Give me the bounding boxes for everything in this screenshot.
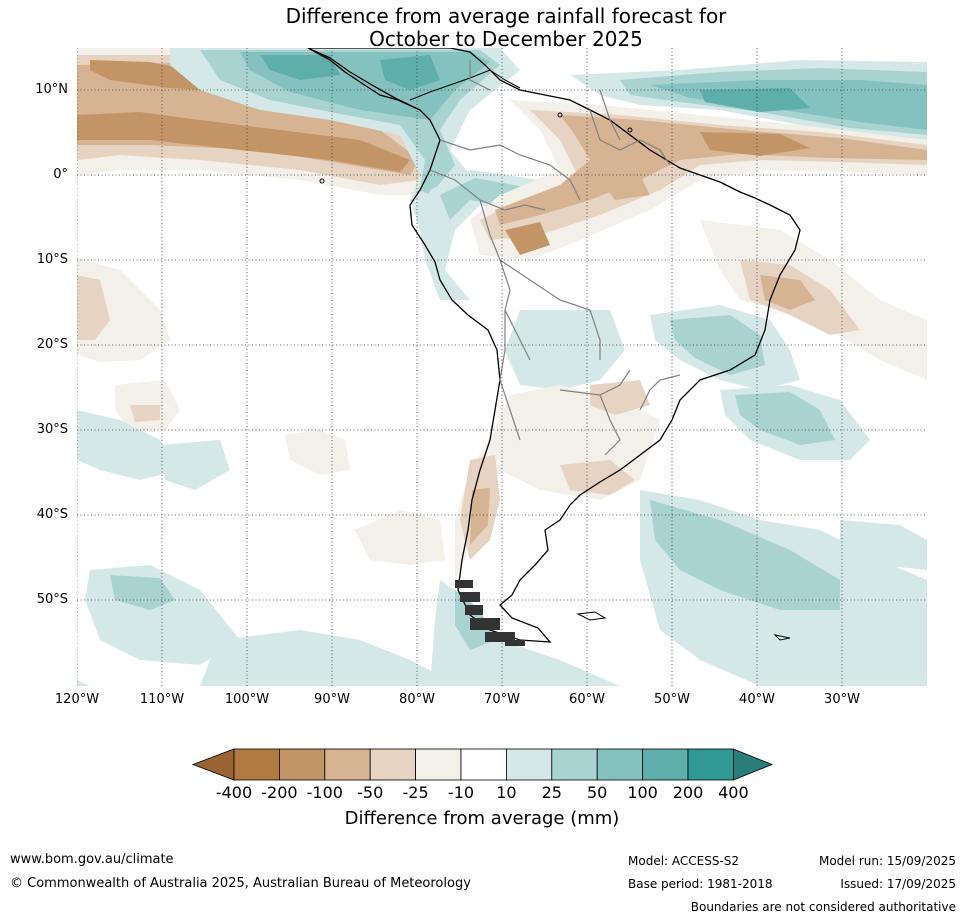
- lat-label-40s: 40°S: [36, 507, 68, 522]
- wet-anomaly-atlantic: [570, 60, 927, 145]
- colorbar-segment: [596, 748, 644, 781]
- colorbar-segment: [324, 748, 371, 781]
- colorbar-extend-high: [733, 748, 774, 781]
- colorbar-segment: [687, 748, 734, 781]
- title-line-1: Difference from average rainfall forecas…: [285, 4, 727, 28]
- dry-anomaly-pacific: [77, 258, 445, 565]
- colorbar-segment: [551, 748, 598, 781]
- lat-label-30s: 30°S: [36, 422, 68, 437]
- colorbar-segment: [278, 748, 326, 781]
- colorbar-tick-label: 100: [627, 783, 658, 802]
- dry-anomaly-equatorial: [470, 100, 927, 260]
- colorbar-tick-label: 25: [541, 783, 562, 802]
- title-line-2: October to December 2025: [369, 27, 643, 51]
- lon-label-30w: 30°W: [824, 692, 860, 707]
- wet-anomaly-north: [170, 48, 560, 300]
- colorbar-segment: [505, 748, 553, 781]
- lon-label-50w: 50°W: [654, 692, 690, 707]
- lat-label-10n: 10°N: [35, 82, 68, 97]
- colorbar-tick-label: 400: [718, 783, 749, 802]
- patagonia-fjords: [455, 580, 525, 646]
- colorbar-tick-label: -100: [306, 783, 343, 802]
- footer-url[interactable]: www.bom.gov.au/climate: [10, 852, 174, 867]
- lon-label-60w: 60°W: [569, 692, 605, 707]
- colorbar-title: Difference from average (mm): [344, 808, 620, 829]
- footer-issued: Issued: 17/09/2025: [840, 877, 956, 891]
- colorbar-extend-low: [191, 748, 235, 781]
- gridlines: [77, 48, 927, 686]
- colorbar-tick-label: 200: [672, 783, 704, 802]
- lon-label-80w: 80°W: [399, 692, 435, 707]
- colorbar-segment: [369, 748, 417, 781]
- lat-label-20s: 20°S: [36, 337, 68, 352]
- colorbar-segment: [415, 748, 462, 781]
- central-america-coastline: [307, 48, 421, 111]
- wet-anomaly-south: [77, 410, 927, 686]
- footer-disclaimer: Boundaries are not considered authoritat…: [690, 900, 956, 914]
- colorbar-tick-label: -10: [447, 783, 475, 802]
- lon-label-40w: 40°W: [739, 692, 775, 707]
- lon-label-110w: 110°W: [139, 692, 185, 707]
- footer-model-run: Model run: 15/09/2025: [818, 854, 956, 868]
- colorbar-segments: [191, 748, 774, 781]
- footer-copyright: © Commonwealth of Australia 2025, Austra…: [10, 876, 471, 891]
- lon-label-70w: 70°W: [484, 692, 520, 707]
- chart-title: Difference from average rainfall forecas…: [0, 5, 965, 51]
- colorbar-segment: [233, 748, 280, 781]
- colorbar-segment: [642, 748, 689, 781]
- islands: [319, 112, 791, 641]
- colorbar-segment: [460, 748, 507, 781]
- wet-anomaly-central-brazil: [505, 305, 870, 460]
- colorbar-tick-label: -400: [215, 783, 253, 802]
- footer-base-period: Base period: 1981-2018: [628, 877, 773, 891]
- dry-anomaly-north: [77, 48, 430, 195]
- map-field: [77, 48, 927, 686]
- lon-label-120w: 120°W: [54, 692, 100, 707]
- lon-label-90w: 90°W: [314, 692, 350, 707]
- country-borders: [429, 60, 681, 456]
- lat-label-50s: 50°S: [36, 592, 68, 607]
- lat-label-0: 0°: [53, 167, 68, 182]
- lat-label-10s: 10°S: [36, 252, 68, 267]
- colorbar-tick-label: -25: [402, 783, 429, 802]
- footer-model: Model: ACCESS-S2: [628, 854, 740, 868]
- colorbar-tick-label: -50: [357, 783, 384, 802]
- lon-label-100w: 100°W: [224, 692, 270, 707]
- colorbar-tick-label: 50: [587, 783, 608, 802]
- south-america-coastline: [307, 48, 801, 643]
- colorbar-tick-label: 10: [496, 783, 517, 802]
- colorbar-tick-label: -200: [261, 783, 298, 802]
